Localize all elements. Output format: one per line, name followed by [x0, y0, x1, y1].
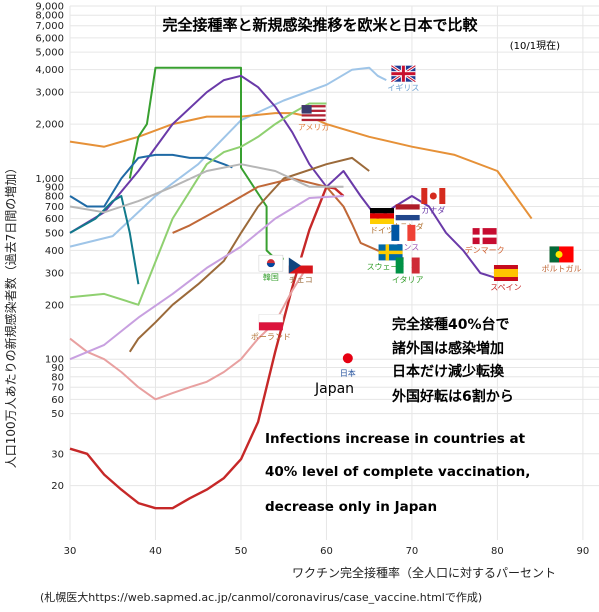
series-line: [128, 156, 370, 353]
japan-label: Japan: [314, 381, 354, 397]
y-tick-label: 400: [45, 246, 64, 257]
y-tick-label: 30: [51, 449, 64, 460]
annotation-jp-line-1: 完全接種40%台で: [392, 316, 510, 333]
y-tick-label: 4,000: [35, 65, 64, 76]
y-tick-label: 800: [45, 192, 64, 203]
y-tick-label: 600: [45, 214, 64, 225]
flag-label: アメリカ: [298, 123, 330, 132]
flag-icon: [395, 257, 420, 274]
flag-icon: [472, 228, 497, 245]
chart-subtitle: (10/1現在): [510, 40, 560, 52]
flag-label: 韓国: [263, 272, 279, 282]
annotation-en-line-1: Infections increase in countries at: [265, 431, 526, 447]
y-tick-label: 2,000: [35, 120, 64, 131]
y-tick-label: 100: [45, 355, 64, 366]
flag-icon: [301, 105, 326, 122]
series-line: [69, 195, 140, 285]
y-tick-label: 70: [51, 383, 64, 394]
flag-label: ドイツ: [370, 226, 394, 235]
y-tick-label: 5,000: [35, 48, 64, 59]
y-axis-label: 人口100万人あたりの新規感染者数（過去7日間の増加）: [3, 162, 18, 469]
flag-label: イギリス: [387, 84, 419, 93]
flag-label: スウェーデン: [367, 261, 415, 271]
series-line: [69, 185, 345, 510]
annotation-en-line-2: 40% level of complete vaccination,: [265, 464, 530, 480]
flag-icon: [378, 244, 403, 261]
flag-icon: [493, 265, 518, 281]
y-tick-label: 90: [51, 363, 64, 374]
flag-label: ポルトガル: [542, 263, 582, 273]
flag-icon: [288, 257, 313, 274]
x-tick-label: 30: [64, 546, 77, 557]
annotation-en-line-3: decrease only in Japan: [265, 499, 437, 515]
y-tick-label: 20: [51, 481, 64, 492]
y-tick-label: 80: [51, 372, 64, 383]
chart-title: 完全接種率と新規感染推移を欧米と日本で比較: [162, 16, 478, 34]
flag-label: スペイン: [490, 283, 521, 292]
x-tick-label: 80: [491, 546, 504, 557]
flag-icon: [258, 314, 284, 331]
annotation-jp-line-4: 外国好転は6割から: [392, 388, 514, 405]
flag-icon: [390, 64, 417, 83]
y-tick-label: 700: [45, 202, 64, 213]
tick-labels: 2030506070809010020030040050060070080090…: [35, 2, 589, 558]
source-note: (札幌医大https://web.sapmed.ac.jp/canmol/cor…: [40, 590, 482, 604]
y-tick-label: 200: [45, 300, 64, 311]
flag-label: チェコ: [289, 276, 313, 285]
flag-label: 日本: [340, 368, 356, 378]
y-tick-label: 6,000: [35, 33, 64, 44]
y-tick-label: 900: [45, 182, 64, 193]
y-tick-label: 50: [51, 409, 64, 420]
flag-label: ポーランド: [251, 332, 291, 341]
y-tick-label: 9,000: [35, 2, 64, 13]
y-tick-label: 3,000: [35, 88, 64, 99]
y-tick-label: 300: [45, 269, 64, 280]
y-tick-label: 8,000: [35, 11, 64, 22]
flag-icon: [342, 353, 353, 364]
x-tick-label: 50: [235, 546, 248, 557]
y-tick-label: 7,000: [35, 21, 64, 32]
flag-label: デンマーク: [465, 245, 505, 255]
series-line: [69, 74, 498, 280]
flag-icon: [421, 188, 446, 205]
flag-icon: [549, 246, 574, 263]
y-tick-label: 60: [51, 395, 64, 406]
annotation-jp-line-3: 日本だけ減少転換: [392, 363, 505, 380]
flag-label: フランス: [387, 243, 419, 252]
x-tick-label: 70: [406, 546, 419, 557]
flag-label: イタリア: [392, 276, 424, 285]
y-tick-label: 500: [45, 228, 64, 239]
flag-icon: [395, 204, 420, 221]
series-line: [69, 102, 327, 306]
series-line: [69, 195, 344, 361]
country-flags: イギリスアメリカカナダドイツオランダフランススウェーデンイタリアデンマークスペイ…: [251, 64, 582, 378]
flag-icon: [370, 208, 395, 225]
x-tick-label: 90: [577, 546, 590, 557]
flag-label: カナダ: [421, 205, 445, 215]
flag-icon: [258, 254, 284, 272]
series-line: [69, 66, 387, 248]
x-tick-label: 60: [320, 546, 333, 557]
flag-icon: [391, 224, 416, 241]
x-axis-label: ワクチン完全接種率（全人口に対するパーセント: [292, 565, 556, 580]
series-line: [128, 66, 284, 260]
annotation-jp-line-2: 諸外国は感染増加: [392, 340, 504, 357]
y-tick-label: 1,000: [35, 174, 64, 185]
x-tick-label: 40: [149, 546, 162, 557]
series-line: [69, 163, 344, 214]
